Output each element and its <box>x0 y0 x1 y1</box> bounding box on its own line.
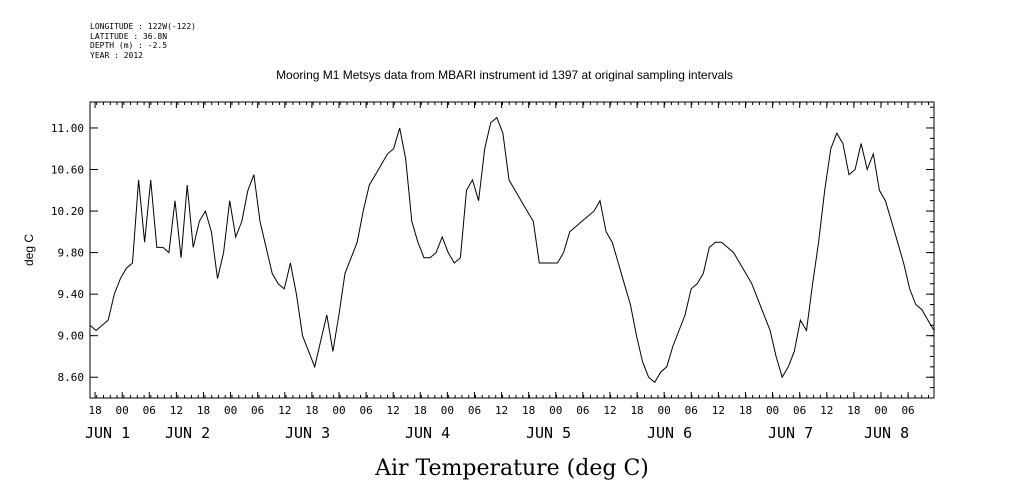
x-tick-label: 12 <box>278 404 291 417</box>
y-tick-label: 9.40 <box>58 288 85 301</box>
y-tick-label: 8.60 <box>58 371 85 384</box>
y-tick-label: 9.00 <box>58 330 85 343</box>
x-axis: 18 00 06 12 18 00 06 12 18 00 06 12 18 00 06 12 18 00 06 12… <box>85 102 915 442</box>
x-tick-label: 18 <box>305 404 318 417</box>
x-tick-label: 00 <box>441 404 454 417</box>
x-tick-label: 00 <box>766 404 779 417</box>
x-tick-label: 12 <box>495 404 508 417</box>
x-day-label: JUN 6 <box>647 424 692 442</box>
y-tick-label: 10.60 <box>51 164 84 177</box>
x-tick-label: 06 <box>901 404 914 417</box>
minor-ticks <box>89 102 934 398</box>
series-line <box>89 116 935 384</box>
x-tick-label: 00 <box>224 404 237 417</box>
x-tick-label: 18 <box>522 404 535 417</box>
x-tick-label: 06 <box>793 404 806 417</box>
y-tick-label: 11.00 <box>51 122 84 135</box>
depth-text: DEPTH (m) : -2.5 <box>90 41 168 50</box>
x-tick-label: 18 <box>847 404 860 417</box>
x-day-label: JUN 3 <box>285 424 330 442</box>
x-tick-label: 18 <box>88 404 101 417</box>
x-day-label: JUN 1 <box>85 424 130 442</box>
x-day-label: JUN 5 <box>526 424 571 442</box>
latitude-text: LATITUDE : 36.8N <box>90 31 168 41</box>
x-tick-label: 12 <box>603 404 616 417</box>
x-day-label: JUN 2 <box>165 424 210 442</box>
x-day-label: JUN 8 <box>864 424 909 442</box>
chart-title: Mooring M1 Metsys data from MBARI instru… <box>276 68 733 82</box>
x-tick-label: 12 <box>820 404 833 417</box>
y-axis: 8.60 9.00 9.40 9.80 10.20 10.60 11.00 <box>51 122 934 384</box>
x-tick-label: 00 <box>116 404 129 417</box>
year-text: YEAR : 2012 <box>90 50 143 60</box>
x-tick-label: 18 <box>630 404 643 417</box>
y-tick-label: 9.80 <box>58 247 85 260</box>
x-tick-label: 12 <box>170 404 183 417</box>
x-tick-label: 06 <box>359 404 372 417</box>
x-tick-label: 06 <box>685 404 698 417</box>
x-tick-label: 00 <box>549 404 562 417</box>
x-tick-label: 18 <box>414 404 427 417</box>
x-axis-label: Air Temperature (deg C) <box>374 456 649 481</box>
x-tick-label: 18 <box>739 404 752 417</box>
y-axis-label: deg C <box>22 234 36 266</box>
x-tick-label: 06 <box>143 404 156 417</box>
plot-frame <box>89 101 935 399</box>
x-tick-label: 06 <box>251 404 264 417</box>
x-tick-label: 00 <box>874 404 887 417</box>
x-tick-label: 12 <box>387 404 400 417</box>
y-tick-label: 10.20 <box>51 205 84 218</box>
x-tick-label: 00 <box>658 404 671 417</box>
x-tick-label: 00 <box>332 404 345 417</box>
x-tick-label: 06 <box>468 404 481 417</box>
x-day-label: JUN 7 <box>768 424 813 442</box>
chart-metadata: LONGITUDE : 122W(-122) LATITUDE : 36.8N DE… <box>90 22 196 60</box>
x-tick-label: 18 <box>197 404 210 417</box>
x-day-label: JUN 4 <box>405 424 450 442</box>
x-tick-label: 12 <box>712 404 725 417</box>
longitude-text: LONGITUDE : 122W(-122) <box>90 22 196 31</box>
x-tick-label: 06 <box>576 404 589 417</box>
